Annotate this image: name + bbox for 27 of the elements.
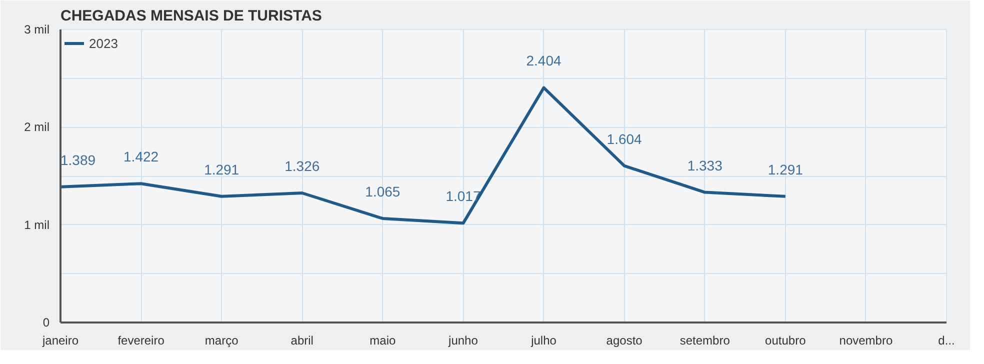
x-tick-label: outubro	[765, 334, 806, 348]
y-tick-label: 3 mil	[24, 22, 50, 36]
x-tick-label: setembro	[680, 334, 730, 348]
data-label: 1.333	[687, 157, 723, 174]
data-label: 1.389	[60, 152, 96, 168]
data-label: 1.326	[284, 158, 320, 174]
data-label: 1.422	[124, 148, 159, 165]
legend-label: 2023	[89, 36, 118, 50]
data-label: 1.065	[365, 183, 400, 200]
x-tick-label: fevereiro	[118, 334, 165, 348]
x-tick-label: julho	[530, 334, 557, 348]
chart-title: CHEGADAS MENSAIS DE TURISTAS	[60, 8, 322, 24]
x-tick-label: agosto	[606, 334, 643, 348]
x-tick-label: abril	[290, 334, 314, 348]
x-tick-label: maio	[370, 334, 396, 348]
x-tick-label: março	[204, 334, 239, 348]
y-tick-label: 0	[42, 316, 50, 330]
data-label: 1.291	[204, 161, 240, 178]
x-tick-label: d...	[938, 334, 955, 348]
data-label: 1.291	[768, 161, 804, 178]
x-tick-label: novembro	[839, 334, 893, 348]
y-tick-label: 1 mil	[24, 218, 50, 232]
data-label: 1.604	[606, 130, 642, 147]
x-tick-label: junho	[448, 334, 478, 348]
data-label: 2.404	[526, 52, 562, 69]
y-tick-label: 2 mil	[24, 120, 50, 134]
x-tick-label: janeiro	[41, 334, 79, 348]
